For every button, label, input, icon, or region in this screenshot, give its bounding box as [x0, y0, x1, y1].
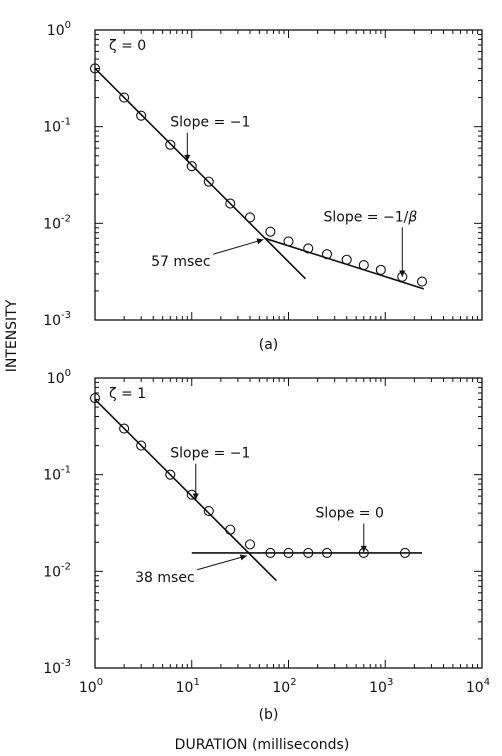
y-tick-label: 10-1: [43, 117, 71, 136]
y-tick-label: 100: [47, 20, 71, 39]
data-point: [303, 547, 314, 558]
annotation-arrowhead: [399, 270, 406, 277]
y-tick-exponent: -3: [61, 310, 71, 321]
annotation-arrowhead: [239, 554, 247, 561]
data-point: [399, 547, 411, 558]
annotation-slope2: Slope = −1/β: [323, 209, 417, 225]
y-tick-base: 10: [47, 23, 65, 39]
y-tick-label: 100: [47, 368, 71, 387]
y-tick-exponent: -2: [61, 213, 71, 224]
plot-frame: [94, 377, 483, 669]
x-tick-exponent: 0: [97, 677, 103, 688]
x-tick-label: 101: [176, 677, 200, 696]
data-point: [136, 440, 147, 451]
x-axis-title: DURATION (milliseconds): [175, 737, 350, 753]
data-point: [341, 254, 352, 265]
y-tick-label: 10-1: [43, 465, 71, 484]
y-tick-base: 10: [47, 371, 65, 387]
annotation-slope1: Slope = −1: [170, 115, 250, 131]
y-tick-label: 10-3: [43, 658, 71, 677]
y-tick-label: 10-2: [43, 213, 71, 232]
annotation-arrow: [212, 239, 264, 255]
data-point: [165, 469, 176, 480]
x-tick-base: 10: [466, 680, 484, 696]
y-tick-exponent: -3: [61, 658, 71, 669]
x-tick-base: 10: [79, 680, 97, 696]
y-axis-title: INTENSITY: [4, 299, 20, 372]
data-point: [203, 506, 214, 517]
y-tick-exponent: -1: [61, 117, 71, 128]
data-point: [119, 92, 130, 103]
x-tick-base: 10: [369, 680, 387, 696]
y-tick-base: 10: [43, 468, 61, 484]
data-point: [186, 161, 197, 172]
data-point: [416, 276, 428, 287]
data-point: [119, 423, 130, 434]
data-point: [321, 249, 333, 260]
x-tick-exponent: 3: [387, 677, 393, 688]
data-point: [375, 264, 386, 275]
x-tick-exponent: 2: [290, 677, 296, 688]
data-point: [321, 547, 333, 558]
x-tick-base: 10: [272, 680, 290, 696]
data-point: [244, 212, 256, 223]
annotation-arrowhead: [192, 493, 199, 500]
x-tick-exponent: 4: [484, 677, 490, 688]
y-tick-label: 10-2: [43, 561, 71, 580]
annotation-arrow: [197, 555, 247, 571]
data-point: [89, 393, 101, 404]
data-point: [358, 260, 369, 271]
annotation-arrowhead: [184, 154, 191, 162]
x-tick-label: 102: [272, 677, 296, 696]
x-tick-label: 100: [79, 677, 103, 696]
data-point: [303, 243, 314, 254]
data-point: [244, 539, 256, 550]
x-tick-label: 104: [466, 677, 490, 696]
data-point: [283, 547, 294, 558]
annotation-beta: β: [407, 209, 417, 225]
annotation-arrowhead: [256, 238, 264, 245]
y-tick-exponent: -1: [61, 465, 71, 476]
data-point: [136, 110, 147, 121]
data-point: [283, 236, 294, 247]
data-point: [89, 63, 101, 74]
y-tick-exponent: -2: [61, 561, 71, 572]
annotation-break: 57 msec: [151, 254, 211, 270]
y-tick-base: 10: [43, 313, 61, 329]
x-tick-label: 103: [369, 677, 393, 696]
y-tick-base: 10: [43, 564, 61, 580]
panel-caption: (b): [259, 707, 279, 723]
annotation-slope1: Slope = −1: [170, 446, 250, 462]
annotation-prefix: Slope = −1/: [323, 209, 408, 225]
y-tick-exponent: 0: [65, 368, 71, 379]
annotation-break: 38 msec: [135, 570, 195, 586]
y-tick-label: 10-3: [43, 310, 71, 329]
data-point: [265, 226, 276, 237]
data-point: [225, 198, 236, 209]
parameter-label: ζ = 0: [109, 38, 146, 54]
y-tick-base: 10: [43, 216, 61, 232]
x-tick-base: 10: [176, 680, 194, 696]
fit-line: [94, 398, 277, 582]
plot-frame: [94, 29, 483, 321]
data-point: [203, 176, 214, 187]
y-tick-exponent: 0: [65, 20, 71, 31]
data-point: [165, 139, 176, 150]
y-tick-base: 10: [43, 120, 61, 136]
y-tick-base: 10: [43, 661, 61, 677]
data-point: [225, 524, 236, 535]
parameter-label: ζ = 1: [109, 386, 146, 402]
panel-caption: (a): [259, 337, 279, 353]
data-point: [265, 547, 276, 558]
annotation-arrowhead: [360, 545, 367, 553]
fit-line: [94, 67, 307, 280]
x-tick-exponent: 1: [193, 677, 199, 688]
annotation-slope0: Slope = 0: [315, 506, 383, 522]
